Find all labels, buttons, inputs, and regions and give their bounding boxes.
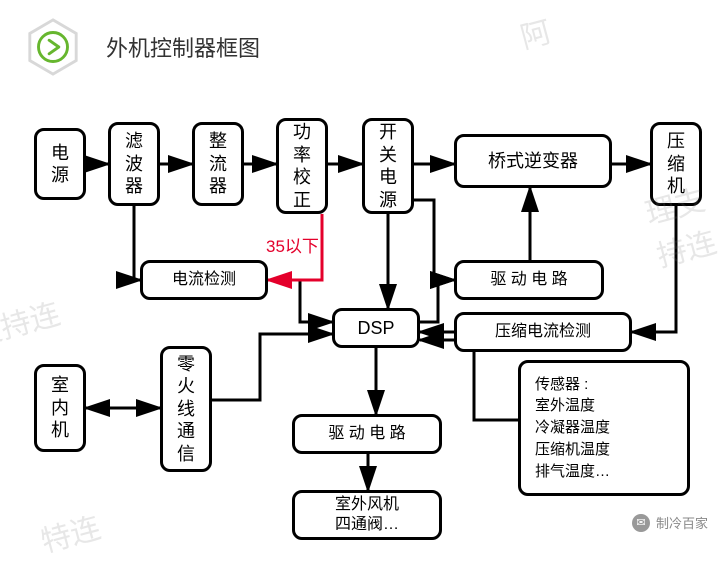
node-power: 电源 (34, 128, 86, 200)
node-filter: 滤 波 器 (108, 122, 160, 206)
node-compcur: 压缩电流检测 (454, 312, 632, 352)
footer-text: 制冷百家 (656, 513, 708, 532)
edge-comp-compcur (632, 206, 676, 332)
watermark: 支持连 (0, 289, 64, 355)
node-smps: 开 关 电 源 (362, 118, 414, 214)
watermark: 特连 (35, 503, 104, 561)
node-comp: 压 缩 机 (650, 122, 702, 206)
node-inverter: 桥式逆变器 (454, 134, 612, 188)
edge-smps-drive1 (414, 200, 454, 280)
wechat-icon: ✉ (632, 514, 650, 532)
node-sensors: 传感器 : 室外温度 冷凝器温度 压缩机温度 排气温度… (518, 360, 690, 496)
node-pfc: 功 率 校 正 (276, 118, 328, 214)
watermark: 阿 (515, 7, 555, 57)
node-indoor: 室 内 机 (34, 364, 86, 452)
edge-zerofire-dsp (212, 334, 332, 400)
node-fan4way: 室外风机 四通阀… (292, 490, 442, 540)
diagram-canvas: 电源滤 波 器整 流 器功 率 校 正开 关 电 源桥式逆变器压 缩 机电流检测… (0, 0, 720, 540)
edge-curdet-dsp (268, 280, 332, 322)
node-drive1: 驱 动 电 路 (454, 260, 604, 300)
edge-sensors-dsp (420, 340, 518, 420)
node-curdet: 电流检测 (140, 260, 268, 300)
footer-brand: ✉ 制冷百家 (632, 513, 708, 532)
node-dsp: DSP (332, 308, 420, 348)
node-drive2: 驱 动 电 路 (292, 414, 442, 454)
edge-dsp-drive1 (420, 280, 454, 322)
red-annotation: 35以下 (266, 232, 319, 257)
node-rectifier: 整 流 器 (192, 122, 244, 206)
node-zerofire: 零 火 线 通 信 (160, 346, 212, 472)
